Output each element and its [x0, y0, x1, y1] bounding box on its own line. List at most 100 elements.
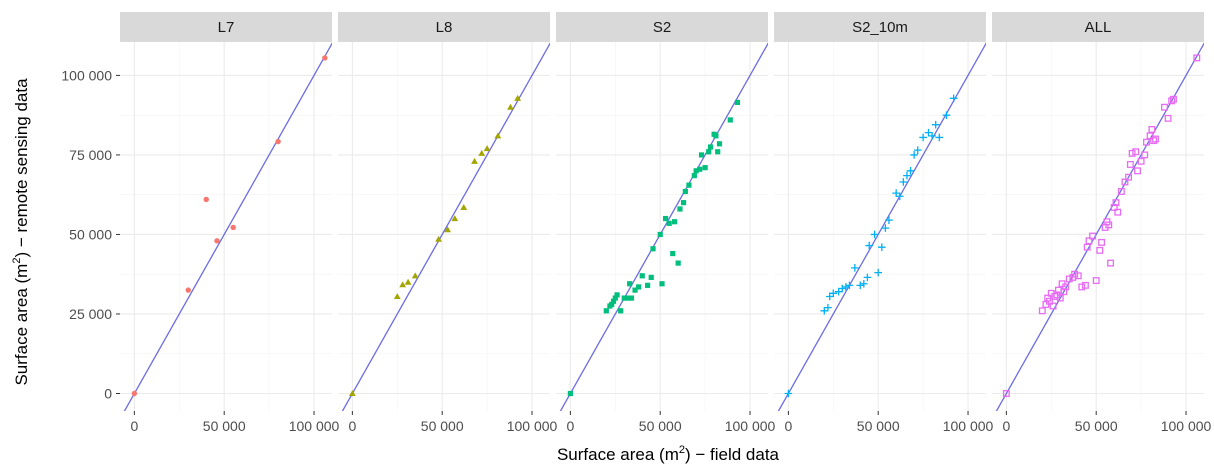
facet-strip-label: S2_10m — [852, 19, 908, 36]
x-tick-label: 50 000 — [421, 418, 464, 434]
reference-line — [995, 42, 1204, 411]
data-point — [727, 117, 733, 123]
data-point — [881, 224, 890, 232]
x-tick-label: 100 000 — [507, 418, 558, 434]
data-point — [870, 230, 879, 239]
data-point — [1096, 246, 1104, 254]
data-point — [214, 238, 220, 244]
data-point — [1062, 283, 1070, 291]
data-point — [399, 281, 407, 288]
data-point — [507, 103, 514, 110]
data-point — [625, 295, 631, 301]
data-point — [1038, 307, 1046, 315]
data-point — [1071, 270, 1079, 278]
data-point — [404, 278, 412, 285]
data-point — [471, 157, 478, 164]
data-point — [618, 308, 624, 314]
data-point — [885, 216, 893, 224]
data-point — [1193, 54, 1201, 62]
data-point — [1170, 95, 1177, 103]
y-tick-label: 100 000 — [61, 67, 112, 83]
reference-line — [559, 42, 768, 411]
data-point — [275, 138, 281, 145]
data-point — [829, 289, 838, 298]
data-point — [715, 149, 721, 155]
panels-layer: 0 25 000 50 000 75 000 100 000 L7 0 50 000 100 0… — [61, 12, 1212, 434]
data-point — [411, 272, 419, 279]
data-point — [928, 132, 936, 140]
data-point — [1121, 178, 1129, 186]
data-point — [494, 132, 502, 139]
facet-strip-label: S2 — [653, 19, 671, 36]
facet-strip-label: L8 — [436, 19, 453, 36]
data-point — [851, 264, 859, 272]
panel-data — [559, 42, 768, 411]
data-point — [1060, 288, 1068, 296]
data-point — [895, 192, 904, 201]
data-point — [903, 171, 911, 180]
data-point — [632, 287, 638, 293]
data-point — [645, 282, 651, 288]
panel-data — [341, 42, 550, 411]
reference-line — [777, 42, 986, 411]
data-point — [628, 295, 635, 301]
data-point — [614, 292, 620, 298]
facet-strip — [338, 12, 550, 42]
x-tick-label: 100 000 — [943, 418, 994, 434]
data-point — [650, 246, 656, 252]
data-point — [514, 94, 522, 101]
data-point — [856, 281, 865, 290]
data-point — [1168, 97, 1176, 105]
y-tick-label: 50 000 — [69, 226, 112, 242]
data-point — [784, 389, 793, 398]
data-point — [906, 167, 915, 175]
data-point — [1105, 221, 1113, 229]
data-point — [1164, 114, 1172, 122]
x-tick-label: 50 000 — [203, 418, 246, 434]
data-point — [609, 301, 615, 308]
data-point — [483, 145, 491, 152]
x-tick-label: 50 000 — [857, 418, 900, 434]
facet-strip — [556, 12, 768, 42]
data-point — [1161, 103, 1168, 111]
data-point — [702, 165, 708, 171]
data-point — [1083, 243, 1091, 251]
data-point — [671, 219, 678, 225]
data-point — [451, 215, 459, 222]
facet-panel-all: ALL 0 50 000 100 000 — [992, 12, 1212, 434]
panel-data — [777, 42, 986, 411]
data-point — [460, 204, 468, 210]
data-point — [1092, 277, 1100, 285]
data-point — [1107, 259, 1115, 267]
data-point — [603, 308, 609, 314]
data-point — [612, 295, 618, 301]
data-point — [131, 390, 138, 397]
panel-background — [556, 42, 768, 411]
data-point — [670, 250, 676, 257]
reference-line — [341, 42, 550, 411]
data-point — [842, 283, 850, 291]
data-point — [1128, 149, 1136, 157]
x-tick-label: 0 — [130, 418, 138, 434]
data-point — [1126, 161, 1134, 168]
x-tick-label: 100 000 — [289, 418, 340, 434]
data-point — [1148, 126, 1156, 133]
x-axis-title: Surface area (m2) − field data — [557, 444, 780, 464]
data-point — [185, 287, 191, 293]
data-point — [693, 168, 699, 174]
y-tick-label: 0 — [104, 386, 112, 402]
panel-background — [774, 42, 986, 411]
x-tick-label: 0 — [566, 418, 574, 434]
data-point — [657, 231, 663, 238]
facet-strip-label: ALL — [1085, 19, 1112, 36]
data-point — [706, 149, 712, 155]
data-point — [1152, 135, 1159, 143]
data-point — [1110, 203, 1118, 211]
data-point — [1125, 173, 1132, 181]
data-point — [899, 178, 908, 186]
x-tick-label: 50 000 — [639, 418, 682, 434]
data-point — [1002, 390, 1010, 397]
data-point — [675, 260, 681, 266]
data-point — [1074, 272, 1082, 280]
data-point — [697, 166, 703, 172]
